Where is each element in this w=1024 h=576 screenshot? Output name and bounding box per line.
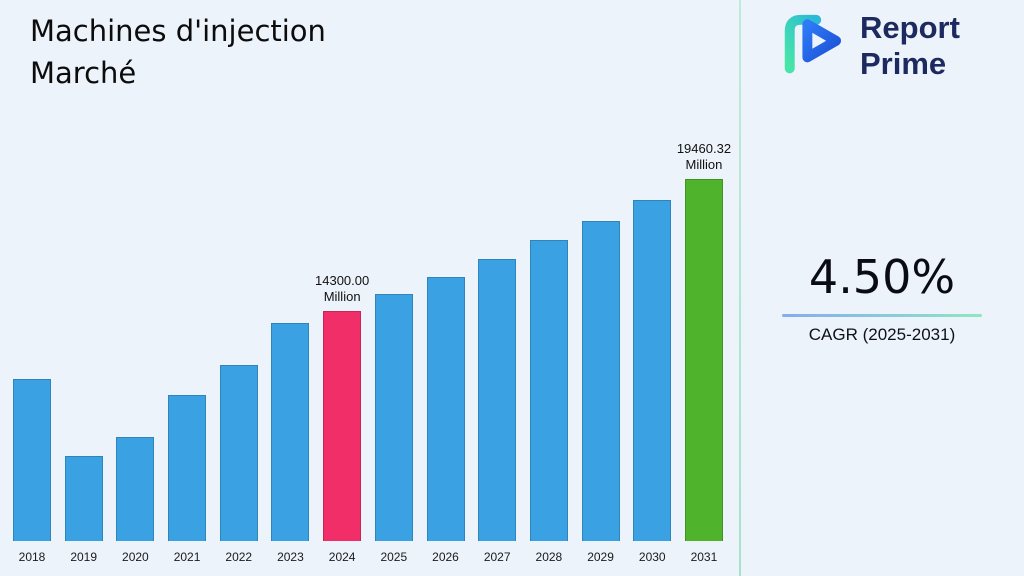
bar-2031 — [684, 179, 723, 541]
bar-2024 — [323, 311, 362, 541]
bar-chart: 2018 2019 2020 2021 2022 2023 14300.00 Million… — [12, 104, 731, 565]
bar-group: 2021 — [167, 395, 207, 564]
bar-2028 — [529, 240, 568, 541]
bar-group: 2018 — [12, 379, 52, 564]
x-axis-label: 2031 — [690, 550, 718, 564]
brand-name-line1: Report — [860, 10, 960, 45]
brand-logo: Report Prime — [778, 10, 960, 81]
bar-group: 2020 — [115, 437, 155, 564]
brand-name-line2: Prime — [860, 45, 947, 81]
page-title-line1: Machines d'injection — [30, 14, 326, 48]
cagr-value: 4.50% — [808, 250, 956, 304]
x-axis-label: 2023 — [277, 550, 304, 564]
page-title: Machines d'injection Marché — [30, 10, 326, 94]
bar-group: 14300.00 Million 2024 — [315, 273, 369, 565]
bar-value-label: 19460.32 Million — [676, 140, 732, 172]
bar-group: 2029 — [581, 221, 621, 564]
bar-group: 2019 — [64, 456, 104, 564]
bars: 2018 2019 2020 2021 2022 2023 14300.00 Million… — [12, 104, 731, 565]
bar-2023 — [271, 323, 310, 541]
bar-2022 — [219, 365, 258, 541]
x-axis-label: 2021 — [173, 550, 201, 564]
x-axis-label: 2030 — [638, 550, 666, 564]
bar-value-label: 14300.00 Million — [315, 272, 370, 304]
cagr-block: 4.50% CAGR (2025-2031) — [767, 250, 997, 345]
x-axis-label: 2020 — [122, 550, 149, 564]
bar-group: 2025 — [374, 294, 414, 564]
section-divider — [739, 0, 741, 576]
x-axis-label: 2028 — [535, 550, 563, 564]
bar-2030 — [633, 200, 672, 541]
bar-2019 — [64, 456, 103, 541]
bar-group: 2022 — [219, 365, 259, 564]
bar-2018 — [13, 379, 51, 541]
brand-name: Report Prime — [860, 10, 960, 81]
bar-2029 — [581, 221, 620, 541]
x-axis-label: 2018 — [18, 550, 46, 564]
x-axis-label: 2019 — [70, 550, 98, 564]
bar-2020 — [116, 437, 155, 541]
bar-group: 2030 — [632, 200, 672, 564]
x-axis-label: 2024 — [328, 550, 356, 564]
x-axis-label: 2027 — [483, 550, 511, 564]
x-axis-label: 2022 — [225, 550, 253, 564]
bar-group: 2028 — [529, 240, 569, 564]
cagr-underline — [782, 314, 982, 317]
bar-2027 — [478, 259, 517, 541]
bar-2025 — [374, 294, 413, 541]
x-axis-label: 2026 — [432, 550, 459, 564]
bar-2026 — [426, 277, 465, 541]
reportprime-logo-icon — [778, 11, 850, 80]
cagr-label: CAGR (2025-2031) — [808, 325, 956, 344]
bar-group: 19460.32 Million 2031 — [677, 141, 731, 565]
bar-group: 2023 — [270, 323, 310, 564]
x-axis-label: 2025 — [380, 550, 408, 564]
page-title-line2: Marché — [30, 56, 137, 91]
bar-group: 2027 — [477, 259, 517, 564]
bar-2021 — [168, 395, 207, 541]
bar-group: 2026 — [426, 277, 466, 564]
x-axis-label: 2029 — [587, 550, 614, 564]
